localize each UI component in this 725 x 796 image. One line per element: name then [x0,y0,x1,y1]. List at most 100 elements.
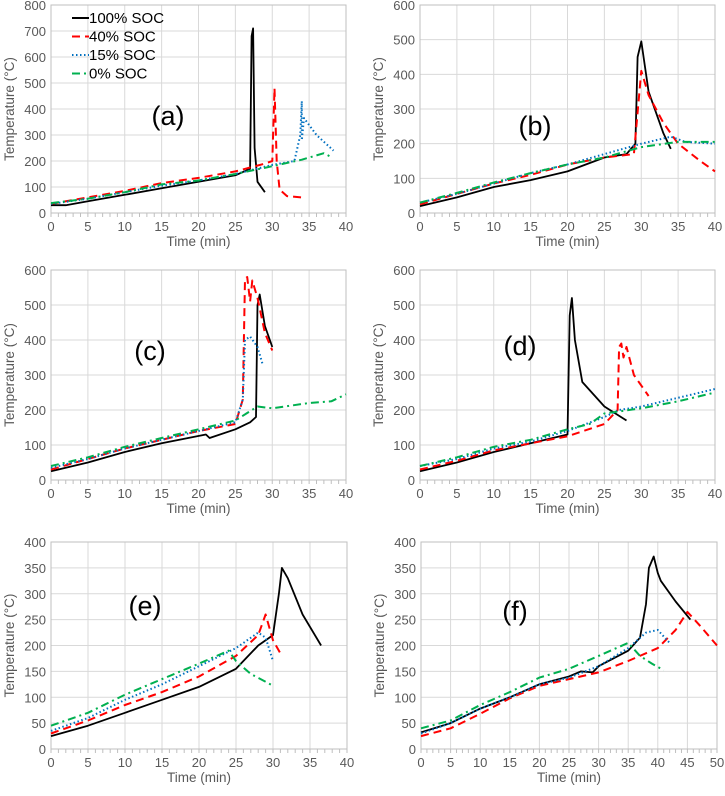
y-tick-label: 500 [24,298,46,313]
y-tick-label: 600 [24,263,46,278]
x-tick-label: 30 [634,486,648,501]
x-tick-label: 5 [453,219,460,234]
y-tick-label: 300 [393,368,415,383]
series-line-0-soc [419,391,716,467]
y-tick-label: 400 [24,102,46,117]
series-line-40-soc [50,276,274,471]
y-tick-label: 500 [393,298,415,313]
y-tick-label: 100 [24,180,46,195]
x-tick-label: 0 [47,219,54,234]
plot-frame [50,541,348,750]
chart-panel-a: 0 5 10 15 20 25 30 35 40010020030040050060070080… [2,0,353,249]
y-tick-label: 100 [393,438,415,453]
x-tick-label: 15 [155,755,169,770]
x-tick-label: 15 [154,486,168,501]
x-tick-label: 20 [532,755,546,770]
x-tick-label: 30 [266,755,280,770]
y-tick-label: 800 [24,0,46,13]
y-tick-label: 300 [24,128,46,143]
x-tick-label: 25 [562,755,576,770]
y-axis-label: Temperature (°C) [2,323,17,427]
y-tick-label: 50 [32,716,46,731]
chart-panel-f: 0 5 10 15 20 25 30 35 40 45 50 0 50 100 150 200 250 300 35… [372,535,724,785]
y-tick-label: 0 [408,473,415,488]
y-tick-label: 400 [393,333,415,348]
y-tick-label: 100 [394,690,416,705]
x-tick-label: 30 [265,219,279,234]
y-axis-label: Temperature (°C) [2,594,17,698]
x-tick-label: 20 [560,219,574,234]
x-tick-label: 35 [302,486,316,501]
x-tick-label: 10 [487,486,501,501]
x-tick-label: 35 [303,755,317,770]
y-axis-label: Temperature (°C) [372,594,387,698]
legend-label: 0% SOC [89,66,148,83]
y-tick-label: 400 [24,535,46,550]
series-line-15-soc [50,631,274,732]
x-axis-label: Time (min) [167,501,231,516]
y-tick-label: 100 [393,171,415,186]
x-tick-label: 5 [453,486,460,501]
y-tick-label: 0 [39,206,46,221]
panel-label: (b) [519,111,552,141]
y-tick-label: 600 [393,0,415,13]
x-tick-label: 20 [191,486,205,501]
x-tick-label: 40 [708,219,722,234]
y-tick-label: 200 [24,403,46,418]
x-tick-label: 20 [191,219,205,234]
x-tick-label: 40 [651,755,665,770]
y-tick-label: 350 [394,561,416,576]
legend-item-0-soc: 0% SOC [72,66,148,83]
y-tick-label: 0 [408,206,415,221]
x-tick-label: 45 [680,755,694,770]
y-tick-label: 150 [394,664,416,679]
x-axis-label: Time (min) [536,501,600,516]
x-tick-label: 0 [416,486,423,501]
y-tick-label: 700 [24,24,46,39]
x-tick-label: 40 [340,755,354,770]
x-tick-label: 5 [84,219,91,234]
x-tick-label: 0 [417,755,424,770]
y-tick-label: 0 [39,473,46,488]
x-tick-label: 10 [118,755,132,770]
y-tick-label: 200 [394,639,416,654]
series-line-15-soc [50,100,335,205]
x-tick-label: 20 [192,755,206,770]
x-tick-label: 35 [302,219,316,234]
panel-label: (f) [502,596,527,626]
y-tick-label: 200 [24,154,46,169]
x-tick-label: 50 [710,755,724,770]
series-line-0-soc [50,393,347,467]
series-line-0-soc [50,649,274,727]
x-tick-label: 0 [416,219,423,234]
x-tick-label: 5 [84,486,91,501]
y-tick-label: 500 [24,76,46,91]
chart-panel-b: 0 5 10 15 20 25 30 35 400100200300400500600Time … [371,0,722,249]
x-axis-label: Time (min) [167,234,231,249]
y-axis-label: Temperature (°C) [371,323,386,427]
x-tick-label: 40 [708,486,722,501]
x-axis-label: Time (min) [536,234,600,249]
x-tick-label: 30 [265,486,279,501]
plot-frame [50,4,347,214]
y-tick-label: 400 [24,333,46,348]
legend-item-100-soc: 100% SOC [72,10,164,27]
plot-frame [50,269,347,481]
y-tick-label: 250 [24,613,46,628]
x-tick-label: 20 [560,486,574,501]
y-axis-label: Temperature (°C) [2,57,17,161]
x-tick-label: 25 [228,486,242,501]
x-tick-label: 15 [523,219,537,234]
x-tick-label: 35 [671,486,685,501]
y-tick-label: 150 [24,664,46,679]
x-tick-label: 30 [634,219,648,234]
series-line-0-soc [419,140,715,204]
legend-label: 100% SOC [89,10,164,27]
panel-label: (e) [129,591,162,621]
y-tick-label: 200 [393,403,415,418]
series-line-100-soc [420,555,692,734]
x-tick-label: 40 [339,486,353,501]
y-tick-label: 350 [24,561,46,576]
